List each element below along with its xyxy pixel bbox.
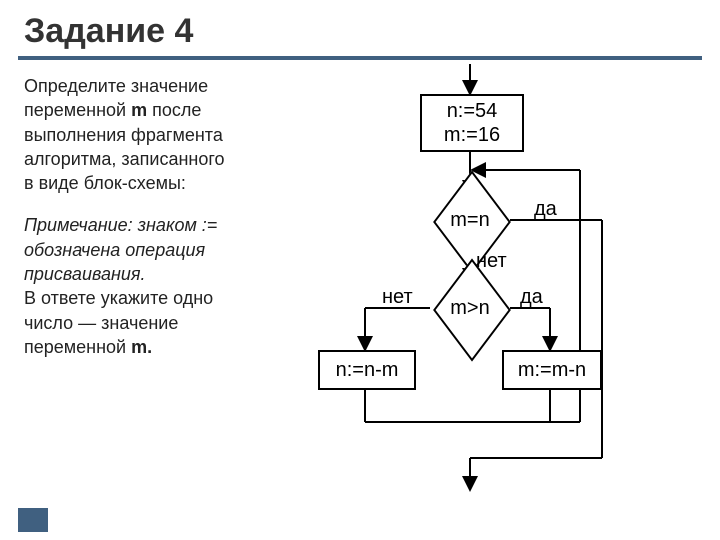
flow-right-op: m:=m-n <box>502 350 602 390</box>
task-line: переменной <box>24 337 131 357</box>
label-no-2: нет <box>382 286 413 309</box>
note-line: Примечание: знаком := <box>24 215 217 235</box>
note-line: присваивания. <box>24 264 146 284</box>
footer-accent <box>18 508 48 532</box>
task-line: выполнения фрагмента <box>24 125 223 145</box>
var-m: m <box>131 100 147 120</box>
task-line: В ответе укажите одно <box>24 288 213 308</box>
task-line: переменной <box>24 100 131 120</box>
task-text: Определите значение переменной m после в… <box>24 74 304 359</box>
task-line: число — значение <box>24 313 178 333</box>
task-line: Определите значение <box>24 76 208 96</box>
title-underline <box>18 56 702 60</box>
flow-cond1: m=n <box>430 192 510 248</box>
task-line: в виде блок-схемы: <box>24 173 186 193</box>
flowchart: n:=54 m:=16 m=n m>n n:=n-m m:=m-n да нет… <box>320 64 710 494</box>
flow-cond2: m>n <box>430 280 510 336</box>
label-no-1: нет <box>476 250 507 273</box>
label-yes-2: да <box>520 286 543 309</box>
note-line: обозначена операция <box>24 240 205 260</box>
var-m: m. <box>131 337 152 357</box>
page-title: Задание 4 <box>24 12 193 51</box>
flow-left-op: n:=n-m <box>318 350 416 390</box>
task-line: алгоритма, записанного <box>24 149 225 169</box>
task-line: после <box>147 100 201 120</box>
label-yes-1: да <box>534 198 557 221</box>
flow-init-box: n:=54 m:=16 <box>420 94 524 152</box>
